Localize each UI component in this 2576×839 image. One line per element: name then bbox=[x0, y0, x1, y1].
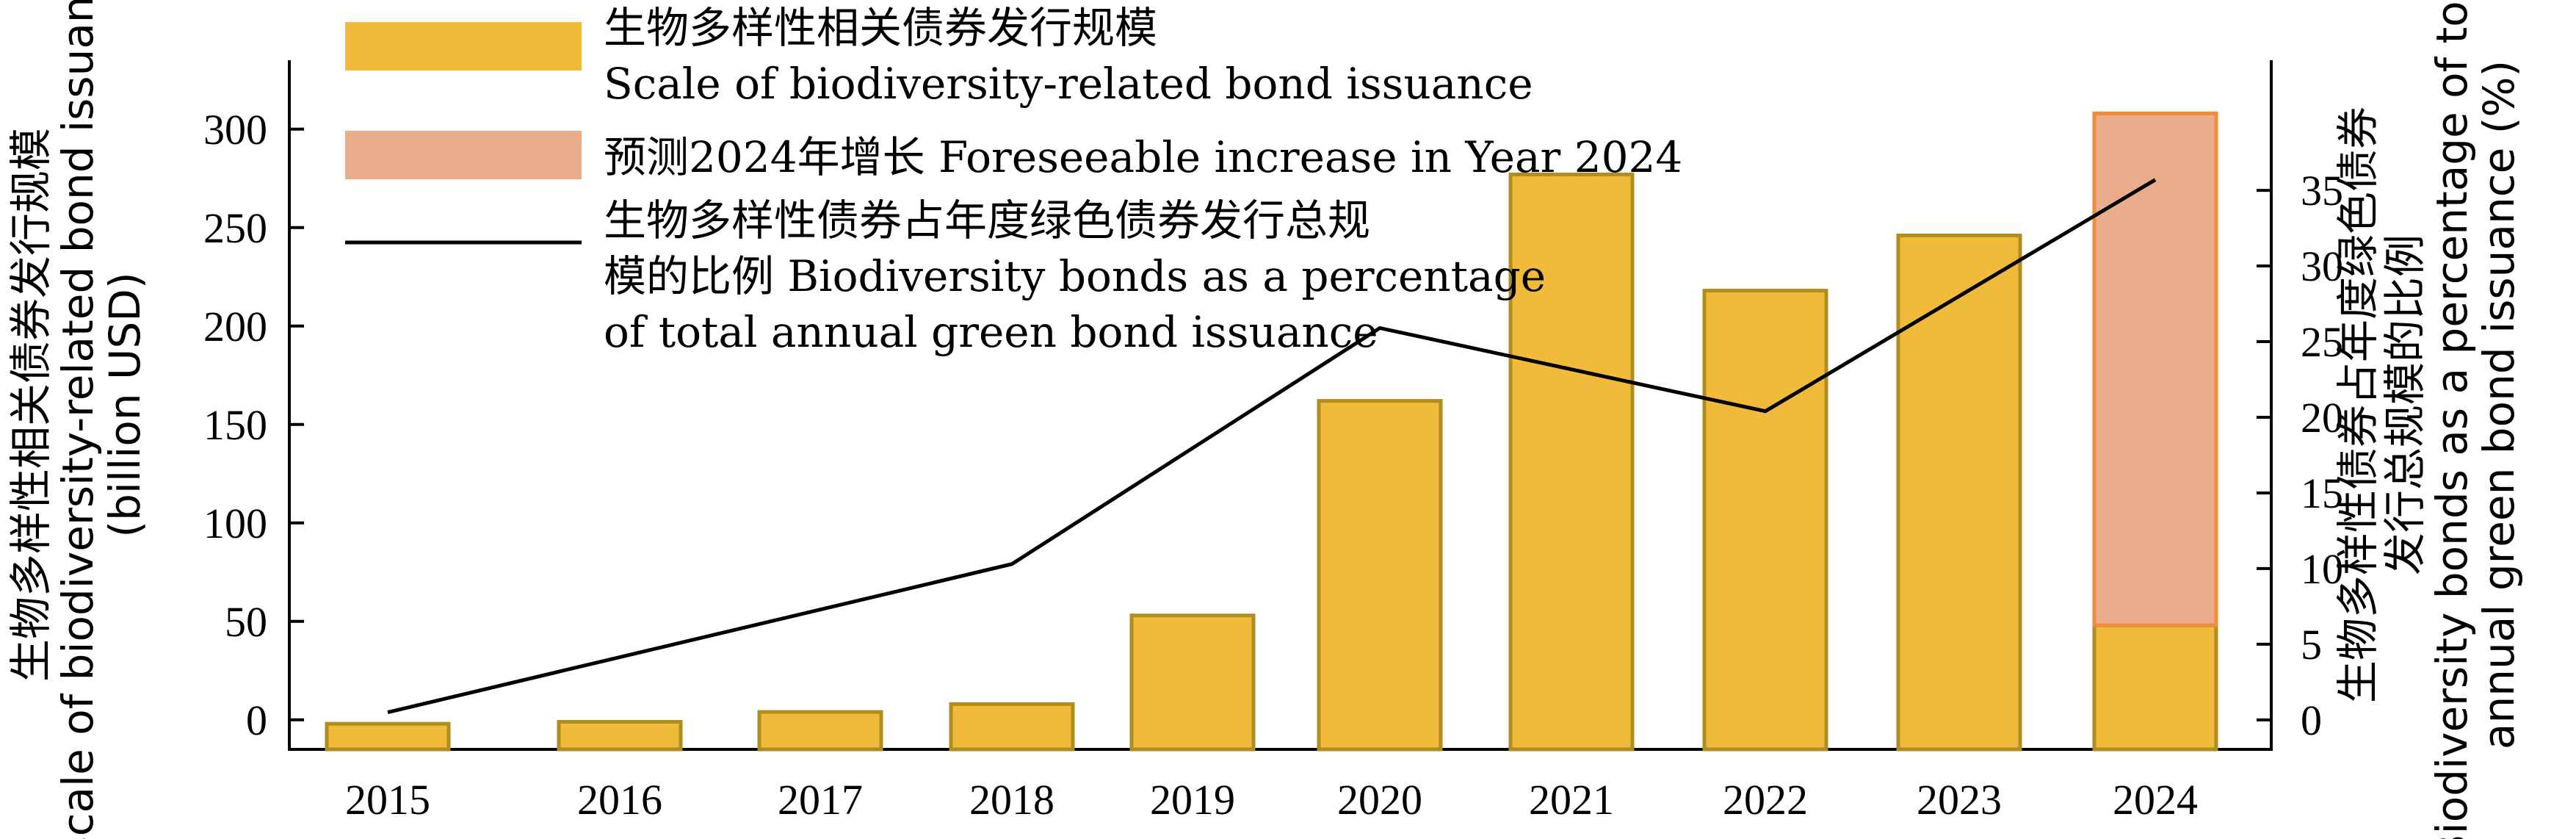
left-axis-ticks: 0 50 100 150 200 250 300 bbox=[203, 106, 304, 744]
right-tick-label: 15 bbox=[2301, 469, 2343, 517]
legend-label-percentage-1: 生物多样性债券占年度绿色债券发行总规 bbox=[604, 195, 1370, 245]
right-axis-title: 生物多样性债券占年度绿色债券 发行总规模的比例 Biodiversity bon… bbox=[2333, 0, 2524, 839]
bar-2020 bbox=[1317, 399, 1443, 752]
right-axis-title-en-2: annual green bond issuance (%) bbox=[2474, 60, 2524, 749]
left-axis-title-en: Scale of biodiversity-related bond issua… bbox=[53, 0, 103, 839]
right-tick-label: 10 bbox=[2301, 545, 2343, 593]
legend-label-percentage-2: 模的比例 Biodiversity bonds as a percentage bbox=[604, 251, 1546, 301]
left-tick-label: 200 bbox=[203, 303, 267, 350]
x-tick-label: 2016 bbox=[577, 776, 662, 824]
left-axis-title-zh: 生物多样性相关债券发行规模 bbox=[6, 128, 56, 682]
right-tick-label: 5 bbox=[2301, 621, 2322, 669]
right-tick-label: 20 bbox=[2301, 394, 2343, 442]
legend-label-forecast: 预测2024年增长 Foreseeable increase in Year 2… bbox=[604, 132, 1682, 182]
x-tick-label: 2022 bbox=[1723, 776, 1808, 824]
right-axis-title-zh-1: 生物多样性债券占年度绿色债券 bbox=[2333, 107, 2383, 703]
forecast-bar-2024 bbox=[2092, 111, 2218, 627]
legend: 生物多样性相关债券发行规模 Scale of biodiversity-rela… bbox=[345, 3, 1682, 357]
bar-2017 bbox=[757, 710, 883, 752]
x-axis-ticks: 2015 2016 2017 2018 2019 2020 2021 2022 2023 2024 bbox=[345, 776, 2198, 824]
percentage-line-series bbox=[387, 178, 2157, 714]
right-axis-title-zh-2: 发行总规模的比例 bbox=[2380, 234, 2430, 575]
x-tick-label: 2023 bbox=[1917, 776, 2002, 824]
legend-swatch-issuance bbox=[345, 22, 582, 71]
left-tick-label: 0 bbox=[246, 696, 267, 744]
bar-2023 bbox=[1896, 234, 2022, 752]
left-tick-label: 50 bbox=[225, 598, 267, 646]
x-tick-label: 2021 bbox=[1529, 776, 1614, 824]
percentage-line bbox=[387, 178, 2157, 714]
bar-2019 bbox=[1129, 613, 1256, 752]
legend-label-issuance-en: Scale of biodiversity-related bond issua… bbox=[604, 59, 1533, 109]
x-tick-label: 2024 bbox=[2113, 776, 2198, 824]
x-tick-label: 2019 bbox=[1150, 776, 1235, 824]
left-tick-label: 150 bbox=[203, 401, 267, 449]
x-tick-label: 2015 bbox=[345, 776, 430, 824]
x-tick-label: 2020 bbox=[1337, 776, 1422, 824]
x-tick-label: 2017 bbox=[778, 776, 863, 824]
right-tick-label: 30 bbox=[2301, 242, 2343, 290]
bar-2021 bbox=[1508, 172, 1635, 752]
right-tick-label: 25 bbox=[2301, 318, 2343, 366]
left-tick-label: 100 bbox=[203, 500, 267, 547]
x-tick-label: 2018 bbox=[969, 776, 1054, 824]
bar-2018 bbox=[949, 702, 1075, 752]
right-tick-label: 0 bbox=[2301, 696, 2322, 744]
bar-2015 bbox=[325, 721, 451, 752]
left-tick-label: 300 bbox=[203, 106, 267, 154]
bar-2016 bbox=[557, 719, 683, 752]
right-tick-label: 35 bbox=[2301, 167, 2343, 215]
right-axis-title-en-1: Biodiversity bonds as a percentage of to… bbox=[2427, 0, 2477, 839]
legend-swatch-forecast bbox=[345, 131, 582, 179]
left-axis-title: 生物多样性相关债券发行规模 Scale of biodiversity-rela… bbox=[6, 0, 150, 839]
bar-2022 bbox=[1702, 289, 1828, 752]
forecast-series bbox=[2092, 111, 2218, 627]
left-axis-title-unit: (billion USD) bbox=[100, 272, 150, 537]
legend-label-issuance-zh: 生物多样性相关债券发行规模 bbox=[604, 3, 1157, 53]
right-axis-ticks: 0 5 10 15 20 25 30 35 bbox=[2257, 167, 2343, 744]
legend-label-percentage-3: of total annual green bond issuance bbox=[604, 307, 1378, 357]
bar-2024 bbox=[2092, 623, 2218, 752]
left-tick-label: 250 bbox=[203, 204, 267, 252]
